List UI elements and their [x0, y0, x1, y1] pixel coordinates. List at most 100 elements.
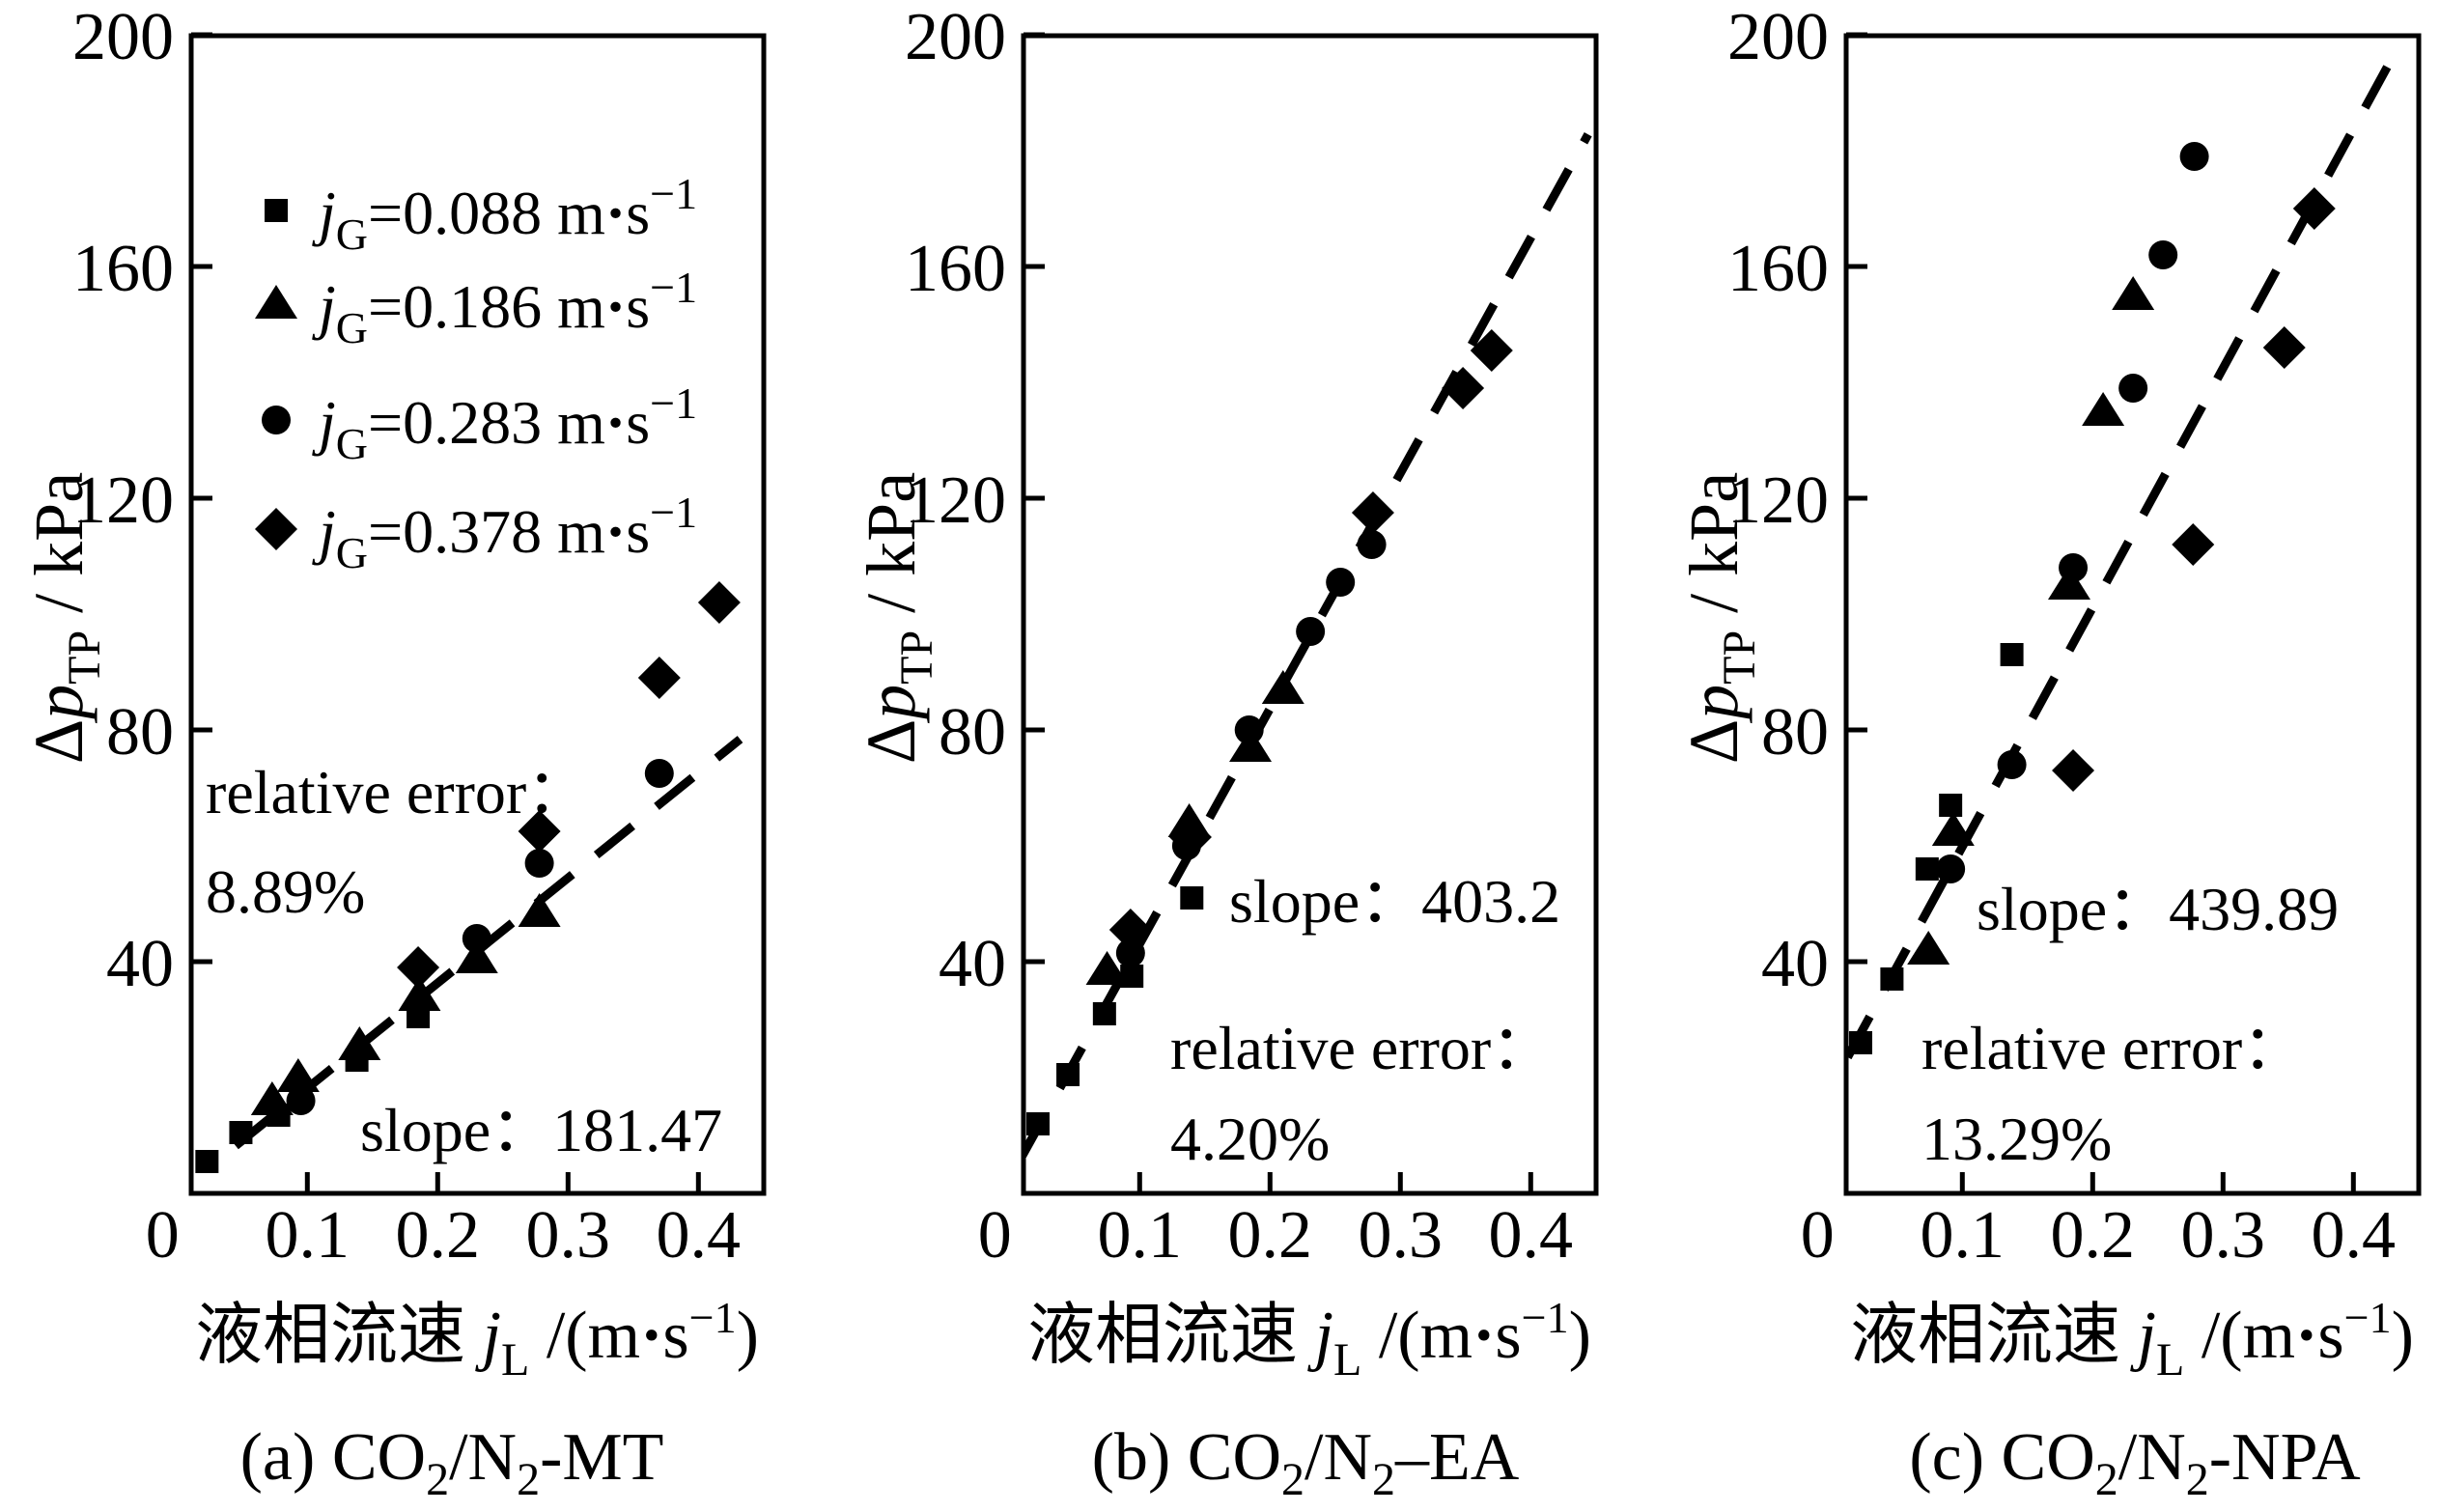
- legend-item: jG=0.283 m·s−1: [262, 378, 697, 468]
- legend-label: jG=0.088 m·s−1: [312, 169, 697, 259]
- x-axis-title: 液相流速 jL /(m·s−1): [195, 1293, 759, 1386]
- marker-circle-icon: [1357, 530, 1387, 559]
- marker-circle-icon: [524, 849, 554, 878]
- marker-triangle-icon: [455, 939, 498, 973]
- marker-square-icon: [1849, 1031, 1872, 1054]
- legend-item: jG=0.378 m·s−1: [255, 488, 697, 577]
- x-tick-label: 0.2: [1228, 1198, 1313, 1273]
- y-axis-title: ΔpTP / kPa: [20, 472, 110, 764]
- x-axis-title: 液相流速 jL /(m·s−1): [1027, 1293, 1591, 1386]
- y-tick-label: 80: [939, 695, 1006, 770]
- marker-diamond-icon: [2292, 187, 2336, 230]
- legend-label: jG=0.283 m·s−1: [312, 378, 697, 468]
- relative-error-label: relative error：: [1170, 1014, 1553, 1082]
- panel-b: 0.1 0.2 0.3 0.4 0 40 80 120 160 200 slope：403.2 rel…: [853, 0, 1599, 1505]
- x-tick-label: 0.4: [657, 1198, 742, 1273]
- x-tick-label: 0.1: [266, 1198, 351, 1273]
- marker-circle-icon: [1296, 617, 1326, 646]
- legend-item: jG=0.088 m·s−1: [265, 169, 697, 259]
- legend: jG=0.088 m·s−1jG=0.186 m·s−1 jG=0.283 m·s…: [255, 169, 697, 577]
- marker-circle-icon: [644, 759, 674, 788]
- plot-box: [1021, 33, 1599, 1196]
- marker-diamond-icon: [2172, 523, 2215, 566]
- series-circle: [1115, 530, 1387, 967]
- marker-square-icon: [1180, 886, 1204, 910]
- marker-triangle-icon: [2082, 392, 2125, 426]
- x-tick-label: 0.4: [1489, 1198, 1574, 1273]
- marker-square-icon: [1092, 1002, 1116, 1025]
- marker-diamond-icon: [1351, 491, 1394, 534]
- x-zero-label: 0: [146, 1198, 180, 1273]
- marker-diamond-icon: [397, 946, 440, 989]
- marker-triangle-icon: [2048, 566, 2090, 600]
- marker-square-icon: [265, 199, 288, 222]
- marker-circle-icon: [1936, 854, 1966, 883]
- marker-triangle-icon: [2112, 276, 2155, 310]
- series-circle: [286, 759, 674, 1115]
- x-zero-label: 0: [978, 1198, 1012, 1273]
- marker-diamond-icon: [1108, 909, 1152, 951]
- marker-diamond-icon: [697, 581, 741, 624]
- marker-triangle-icon: [338, 1026, 381, 1060]
- x-tick-label: 0.2: [396, 1198, 481, 1273]
- marker-circle-icon: [2148, 240, 2178, 269]
- marker-triangle-icon: [255, 285, 297, 319]
- y-tick-label: 160: [905, 232, 1006, 306]
- plot-box: [1843, 33, 2422, 1196]
- y-tick-label: 160: [72, 232, 174, 306]
- y-tick-label: 200: [905, 0, 1006, 74]
- marker-circle-icon: [2179, 142, 2209, 171]
- x-tick-label: 0.1: [1098, 1198, 1183, 1273]
- slope-annotation: slope：181.47: [360, 1096, 722, 1164]
- panel-caption: (c) CO2/N2-NPA: [1909, 1420, 2361, 1505]
- slope-annotation: slope：439.89: [1977, 875, 2339, 943]
- panel-caption: (a) CO2/N2-MT: [240, 1420, 664, 1505]
- marker-circle-icon: [462, 924, 491, 953]
- marker-square-icon: [229, 1121, 253, 1144]
- y-tick-label: 40: [939, 927, 1006, 1001]
- marker-circle-icon: [1234, 715, 1264, 744]
- relative-error-label: relative error：: [206, 758, 588, 826]
- y-axis-title: ΔpTP / kPa: [1675, 472, 1765, 764]
- marker-diamond-icon: [1442, 367, 1485, 409]
- series-triangle: [1907, 276, 2155, 965]
- marker-square-icon: [2000, 643, 2024, 666]
- x-tick-label: 0.2: [2051, 1198, 2136, 1273]
- y-tick-label: 80: [106, 695, 174, 770]
- legend-item: jG=0.186 m·s−1: [255, 263, 697, 352]
- relative-error-value: 8.89%: [206, 857, 365, 926]
- marker-square-icon: [195, 1150, 219, 1173]
- marker-triangle-icon: [1085, 951, 1129, 985]
- y-axis-title: ΔpTP / kPa: [853, 472, 942, 764]
- x-tick-label: 0.4: [2312, 1198, 2397, 1273]
- marker-square-icon: [1915, 857, 1939, 881]
- marker-diamond-icon: [2262, 326, 2306, 369]
- legend-label: jG=0.378 m·s−1: [312, 488, 697, 577]
- marker-square-icon: [1056, 1063, 1080, 1086]
- series-circle: [1936, 142, 2209, 883]
- y-tick-label: 200: [72, 0, 174, 74]
- y-tick-label: 80: [1761, 695, 1829, 770]
- x-tick-label: 0.3: [526, 1198, 611, 1273]
- marker-circle-icon: [262, 406, 291, 434]
- x-tick-label: 0.3: [2181, 1198, 2266, 1273]
- marker-circle-icon: [286, 1086, 316, 1115]
- panel-a: 0.1 0.2 0.3 0.4 0 40 80 120 160 200 slope：181.47 re…: [20, 0, 767, 1505]
- panel-caption: (b) CO2/N2–EA: [1092, 1420, 1520, 1505]
- x-axis-title: 液相流速 jL /(m·s−1): [1850, 1293, 2414, 1386]
- marker-circle-icon: [1326, 568, 1356, 597]
- marker-diamond-icon: [1168, 816, 1212, 858]
- x-tick-label: 0.3: [1359, 1198, 1444, 1273]
- y-tick-label: 120: [905, 463, 1006, 538]
- series-diamond: [1108, 329, 1513, 951]
- y-tick-label: 40: [1761, 927, 1829, 1001]
- marker-triangle-icon: [518, 893, 561, 927]
- marker-diamond-icon: [2052, 749, 2095, 792]
- y-tick-label: 120: [1727, 463, 1829, 538]
- plot-box: [188, 33, 767, 1196]
- x-tick-label: 0.1: [1921, 1198, 2005, 1273]
- marker-diamond-icon: [255, 508, 297, 550]
- data-region: [1024, 132, 1592, 1159]
- y-tick-label: 120: [72, 463, 174, 538]
